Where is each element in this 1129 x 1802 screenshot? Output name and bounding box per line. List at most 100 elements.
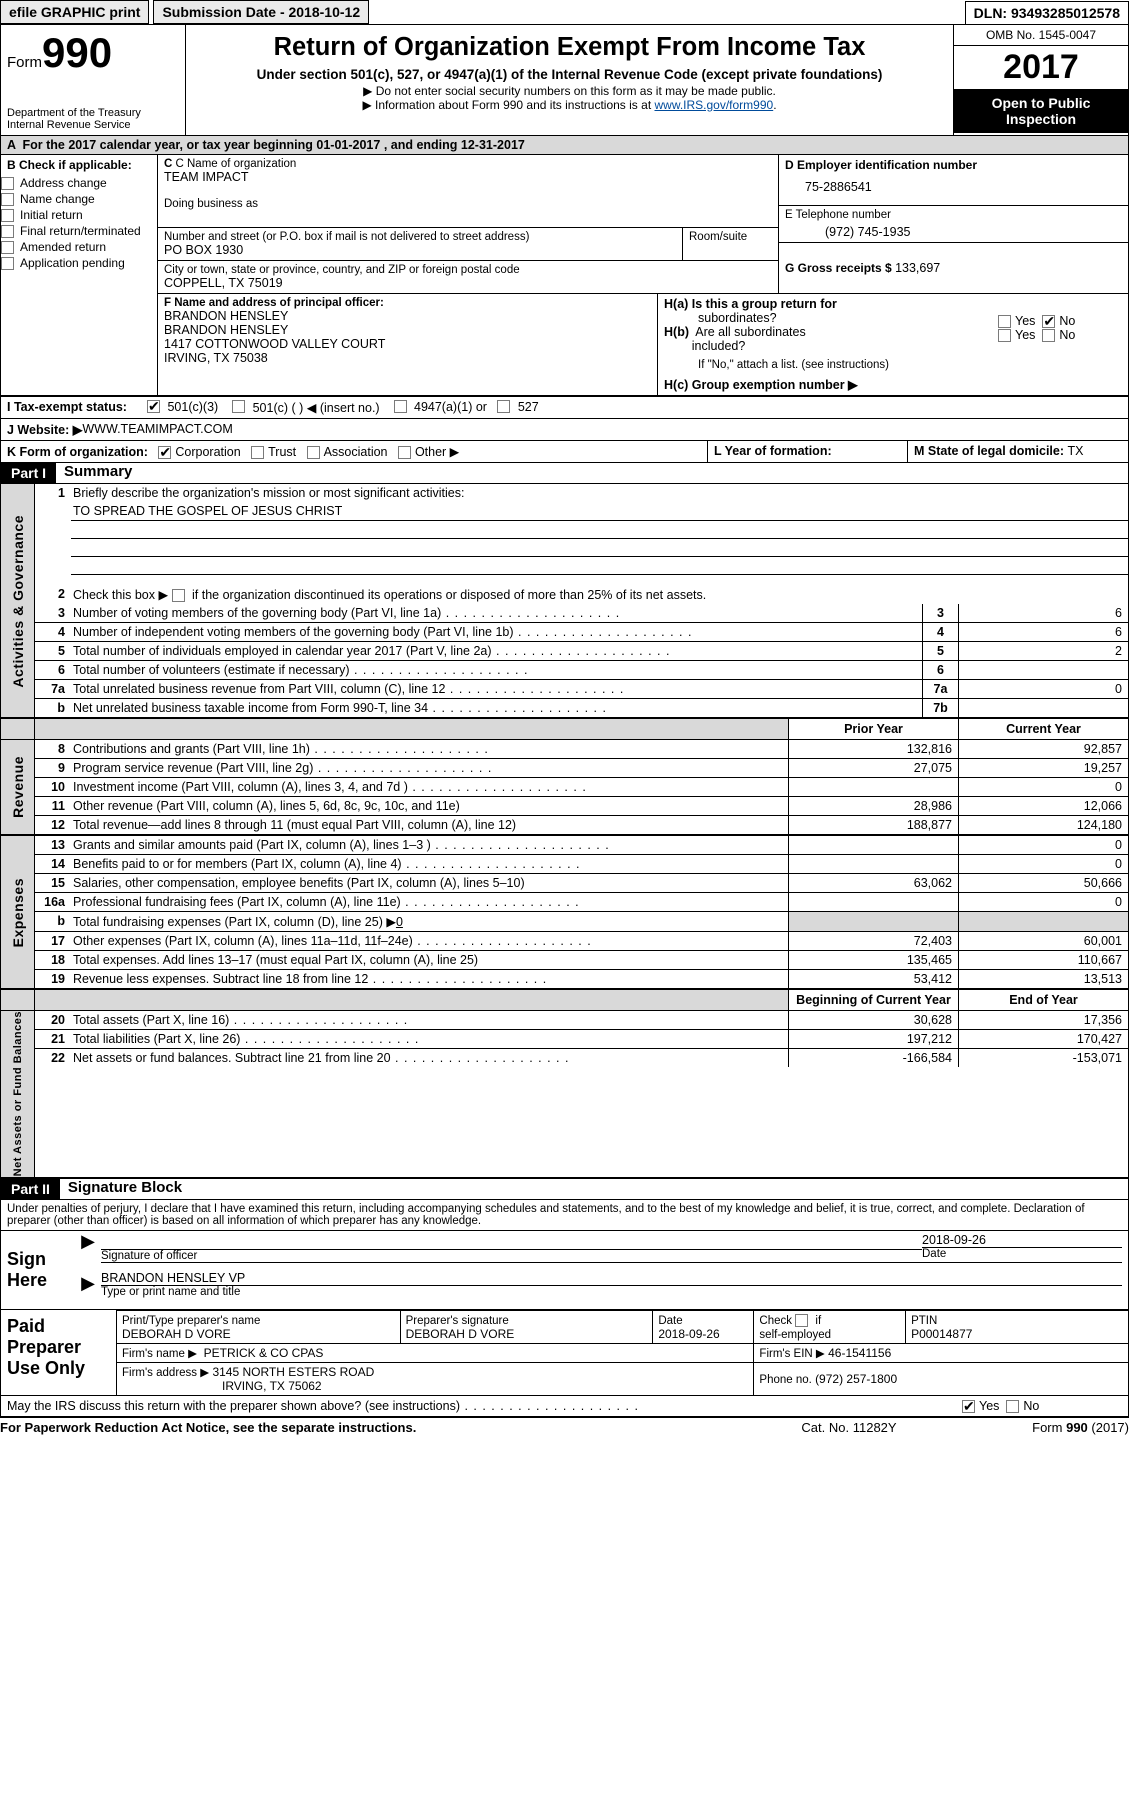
line7a-value: 0 [958,680,1128,698]
corp-checkbox[interactable] [158,446,171,459]
line22-curr: -153,071 [958,1049,1128,1067]
form-word: Form [7,54,42,71]
form-container: Form990 Department of the Treasury Inter… [0,24,1129,1417]
efile-print-button[interactable]: efile GRAPHIC print [0,0,149,24]
line11-label: Other revenue (Part VIII, column (A), li… [71,797,788,815]
initial-return-checkbox[interactable] [1,209,14,222]
form-title: Return of Organization Exempt From Incom… [194,33,945,62]
side-revenue: Revenue [1,740,35,834]
line4-label: Number of independent voting members of … [71,623,922,641]
current-year-header: Current Year [958,719,1128,739]
line12-label: Total revenue—add lines 8 through 11 (mu… [71,816,788,834]
beg-year-header: Beginning of Current Year [788,990,958,1010]
paid-preparer-label: PaidPreparerUse Only [1,1310,116,1395]
501c3-checkbox[interactable] [147,400,160,413]
irs-link[interactable]: www.IRS.gov/form990 [654,98,773,112]
section-f: F Name and address of principal officer:… [158,294,658,395]
street-label: Number and street (or P.O. box if mail i… [164,231,676,243]
other-checkbox[interactable] [398,446,411,459]
line1-label: Briefly describe the organization's miss… [71,484,1128,502]
ein: 75-2886541 [785,180,1122,194]
line20-label: Total assets (Part X, line 16) [71,1011,788,1029]
type-print-label: Type or print name and title [101,1285,1122,1298]
4947-checkbox[interactable] [394,400,407,413]
line22-label: Net assets or fund balances. Subtract li… [71,1049,788,1067]
section-deg: D Employer identification number 75-2886… [778,155,1128,293]
tax-year: 2017 [954,46,1128,89]
line9-label: Program service revenue (Part VIII, line… [71,759,788,777]
line16a-prior [788,893,958,911]
line10-curr: 0 [958,778,1128,796]
ha-no-checkbox[interactable] [1042,315,1055,328]
form-number: 990 [42,29,112,76]
org-name: TEAM IMPACT [164,170,772,184]
line13-curr: 0 [958,836,1128,854]
line7a-label: Total unrelated business revenue from Pa… [71,680,922,698]
line4-value: 6 [958,623,1128,641]
line8-prior: 132,816 [788,740,958,758]
line2-checkbox[interactable] [172,589,185,602]
dba-label: Doing business as [164,198,772,210]
line7b-value [958,699,1128,717]
pra-notice: For Paperwork Reduction Act Notice, see … [0,1420,749,1435]
section-m: M State of legal domicile: TX [908,441,1128,462]
discuss-no-checkbox[interactable] [1006,1400,1019,1413]
line15-curr: 50,666 [958,874,1128,892]
line11-prior: 28,986 [788,797,958,815]
hb-yes-checkbox[interactable] [998,329,1011,342]
line9-curr: 19,257 [958,759,1128,777]
mission-text: TO SPREAD THE GOSPEL OF JESUS CHRIST [71,502,1128,521]
final-return-checkbox[interactable] [1,225,14,238]
line17-curr: 60,001 [958,932,1128,950]
line15-prior: 63,062 [788,874,958,892]
line18-curr: 110,667 [958,951,1128,969]
line13-label: Grants and similar amounts paid (Part IX… [71,836,788,854]
ssn-warning: ▶ Do not enter social security numbers o… [194,84,945,98]
section-k: K Form of organization: Corporation Trus… [1,441,708,462]
phone: (972) 745-1935 [785,225,1122,239]
dept-treasury: Department of the Treasury [7,107,179,119]
side-netassets: Net Assets or Fund Balances [1,1011,35,1176]
line16b-label: Total fundraising expenses (Part IX, col… [71,912,788,931]
hb-no-checkbox[interactable] [1042,329,1055,342]
part1-header: Part I Summary [1,463,1128,484]
side-expenses: Expenses [1,836,35,988]
527-checkbox[interactable] [497,400,510,413]
city: COPPELL, TX 75019 [164,276,772,290]
app-pending-checkbox[interactable] [1,257,14,270]
ha-yes-checkbox[interactable] [998,315,1011,328]
sign-here-label: SignHere [1,1231,81,1309]
addr-change-checkbox[interactable] [1,177,14,190]
dln: DLN: 93493285012578 [965,1,1129,24]
prior-year-header: Prior Year [788,719,958,739]
line13-prior [788,836,958,854]
line22-prior: -166,584 [788,1049,958,1067]
top-bar: efile GRAPHIC print Submission Date - 20… [0,0,1129,24]
name-change-checkbox[interactable] [1,193,14,206]
line5-value: 2 [958,642,1128,660]
line19-label: Revenue less expenses. Subtract line 18 … [71,970,788,988]
assoc-checkbox[interactable] [307,446,320,459]
501c-checkbox[interactable] [232,400,245,413]
line9-prior: 27,075 [788,759,958,777]
line21-label: Total liabilities (Part X, line 26) [71,1030,788,1048]
line7b-label: Net unrelated business taxable income fr… [71,699,922,717]
line6-value [958,661,1128,679]
trust-checkbox[interactable] [251,446,264,459]
section-l: L Year of formation: [708,441,908,462]
line16a-curr: 0 [958,893,1128,911]
section-j: J Website: ▶ WWW.TEAMIMPACT.COM [1,419,1128,441]
amended-return-checkbox[interactable] [1,241,14,254]
line14-label: Benefits paid to or for members (Part IX… [71,855,788,873]
section-a: A For the 2017 calendar year, or tax yea… [1,136,1128,155]
sig-date-label: Date [922,1247,1122,1260]
line12-prior: 188,877 [788,816,958,834]
city-label: City or town, state or province, country… [164,264,772,276]
info-link-line: ▶ Information about Form 990 and its ins… [194,98,945,112]
line12-curr: 124,180 [958,816,1128,834]
discuss-yes-checkbox[interactable] [962,1400,975,1413]
gross-receipts: 133,697 [895,261,940,275]
self-employed-checkbox[interactable] [795,1314,808,1327]
line8-label: Contributions and grants (Part VIII, lin… [71,740,788,758]
phone-label: E Telephone number [785,209,1122,221]
